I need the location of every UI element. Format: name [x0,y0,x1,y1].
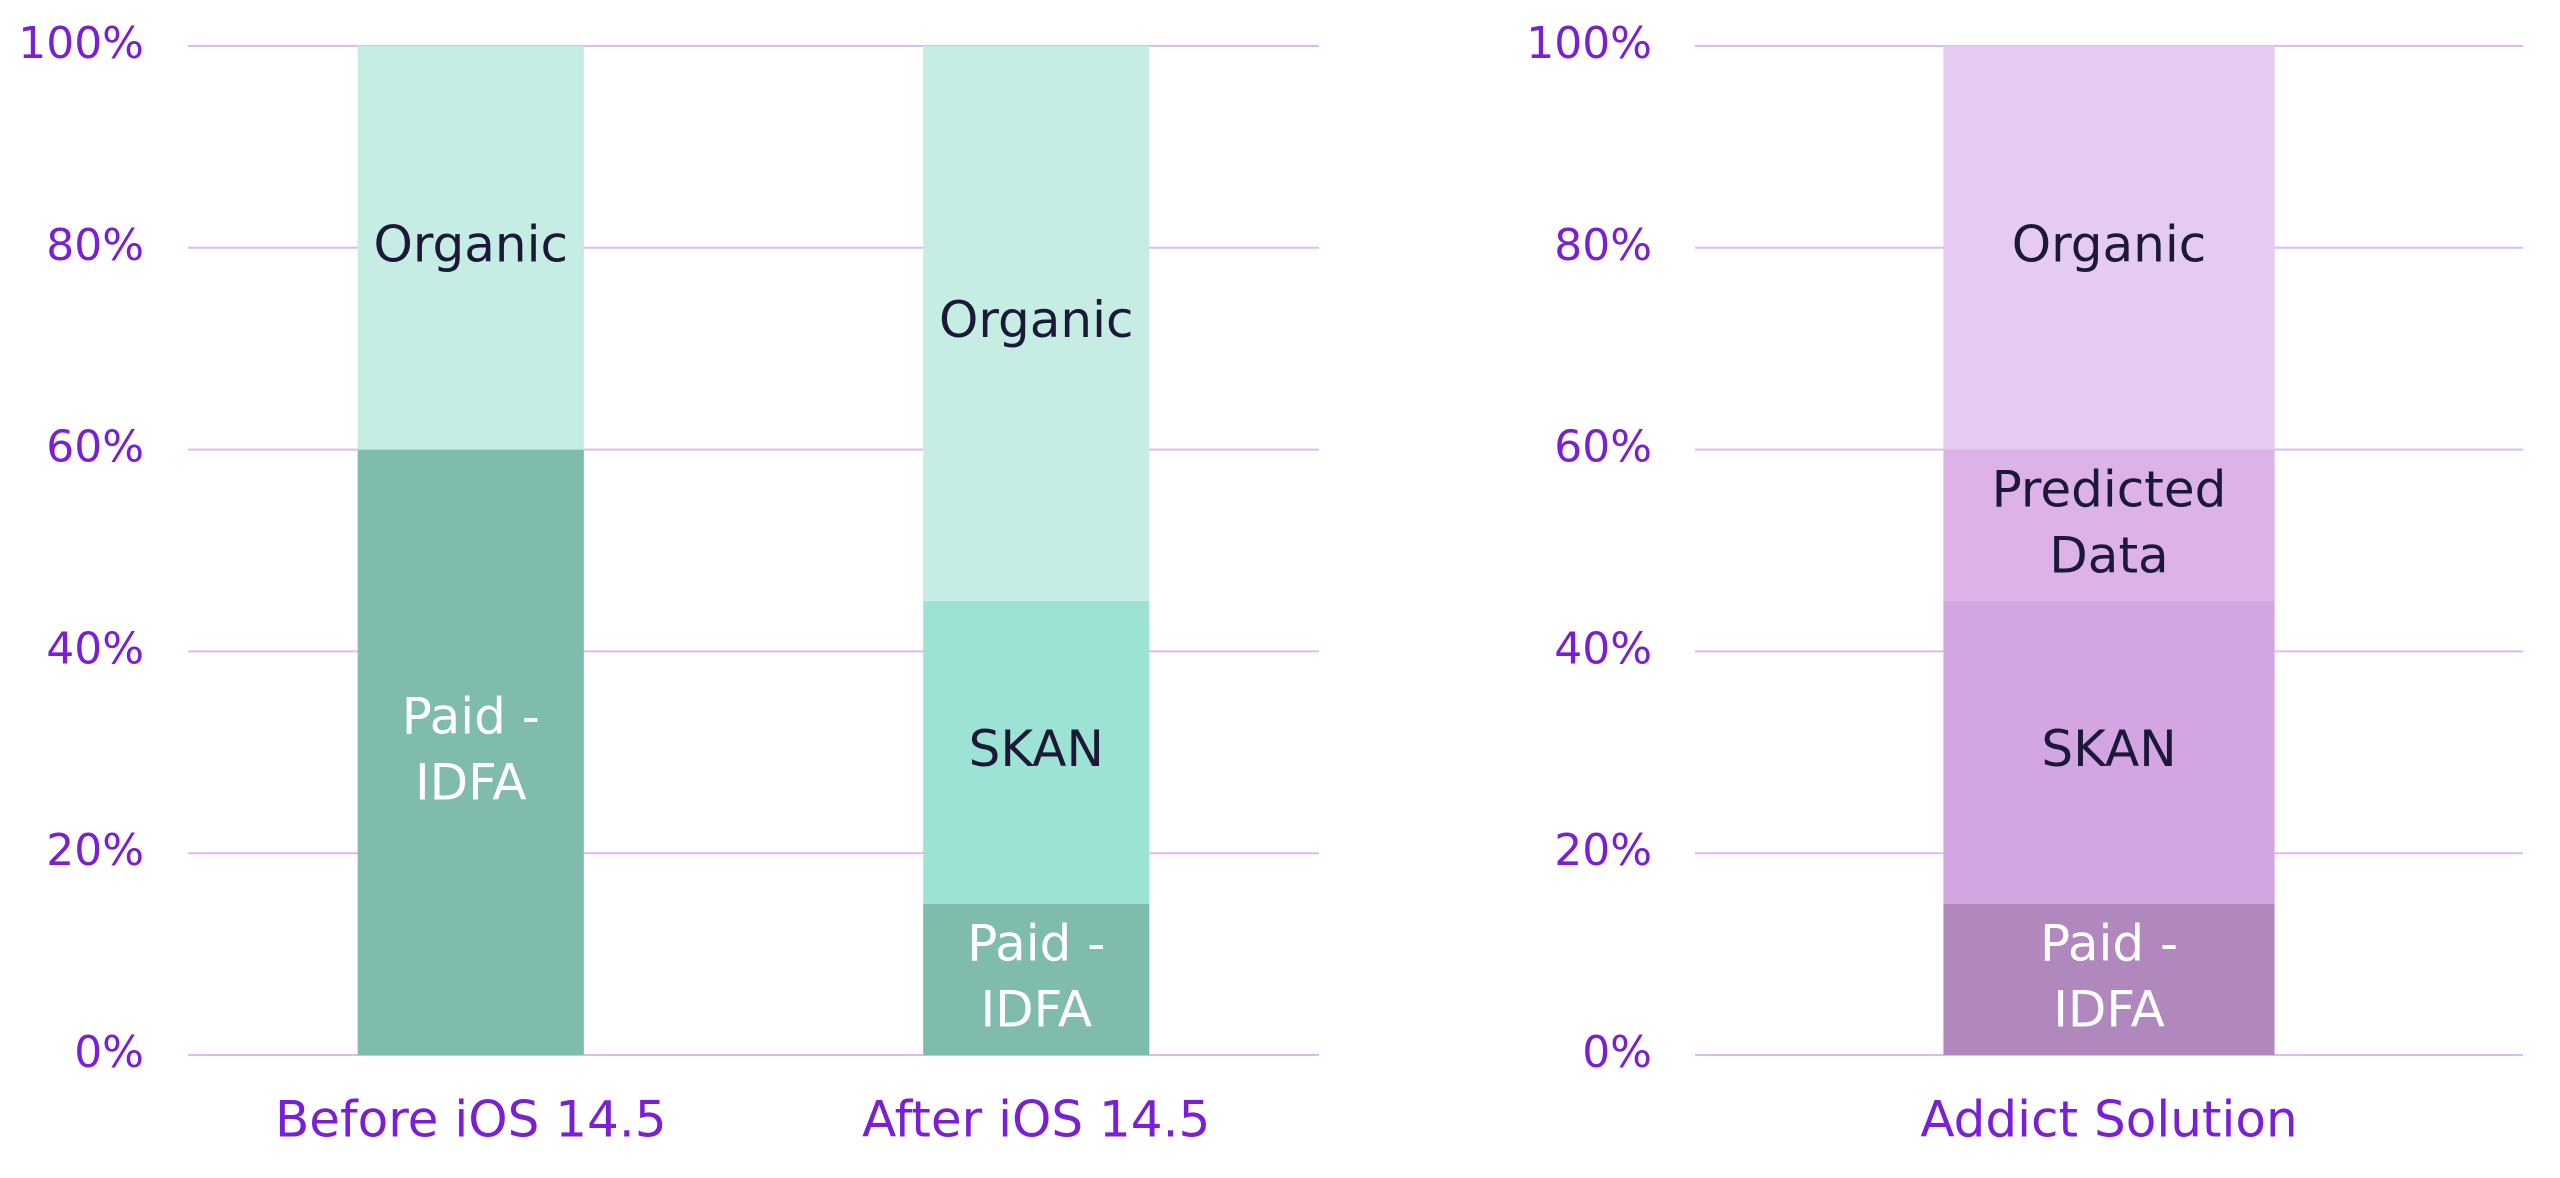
bar-segment [923,903,1150,1055]
x-tick-label: Before iOS 14.5 [275,1091,667,1149]
bar-segment [923,600,1150,904]
bar-segment [1943,46,2275,450]
y-tick-label: 20% [46,825,144,876]
segment-label: Paid -IDFA [402,687,540,811]
segment-label: SKAN [969,720,1104,778]
segment-label: Organic [2012,215,2206,273]
y-tick-label: 40% [46,623,144,674]
segment-label: Organic [374,215,568,273]
y-tick-label: 40% [1554,623,1652,674]
y-tick-label: 100% [1526,18,1652,69]
y-tick-label: 80% [46,220,144,271]
y-tick-label: 60% [1554,422,1652,473]
bar-segment [1943,449,2275,601]
y-tick-label: 60% [46,422,144,473]
y-tick-label: 80% [1554,220,1652,271]
bar-segment [1943,903,2275,1055]
bar-segment [1943,600,2275,904]
segment-label: Predicted Data [1992,460,2227,584]
y-tick-label: 0% [1582,1027,1652,1078]
chart-panel: 0% 20% 40% 60% 80% 100% Addict Solution Paid -I… [1526,18,2523,1149]
bar-segment [357,46,584,450]
bar-segment [357,449,584,1056]
segment-label: SKAN [2041,720,2176,778]
y-tick-label: 20% [1554,825,1652,876]
y-tick-label: 0% [74,1027,144,1078]
segment-label: Paid -IDFA [2040,914,2178,1038]
chart-panel: 0% 20% 40% 60% 80% 100% Before iOS 14.5 Paid -I… [18,18,1319,1149]
x-tick-label: Addict Solution [1920,1091,2297,1149]
y-tick-label: 100% [18,18,144,69]
segment-label: Paid -IDFA [967,914,1105,1038]
x-tick-label: After iOS 14.5 [862,1091,1210,1149]
segment-label: Organic [939,291,1133,349]
bar-segment [923,46,1150,601]
